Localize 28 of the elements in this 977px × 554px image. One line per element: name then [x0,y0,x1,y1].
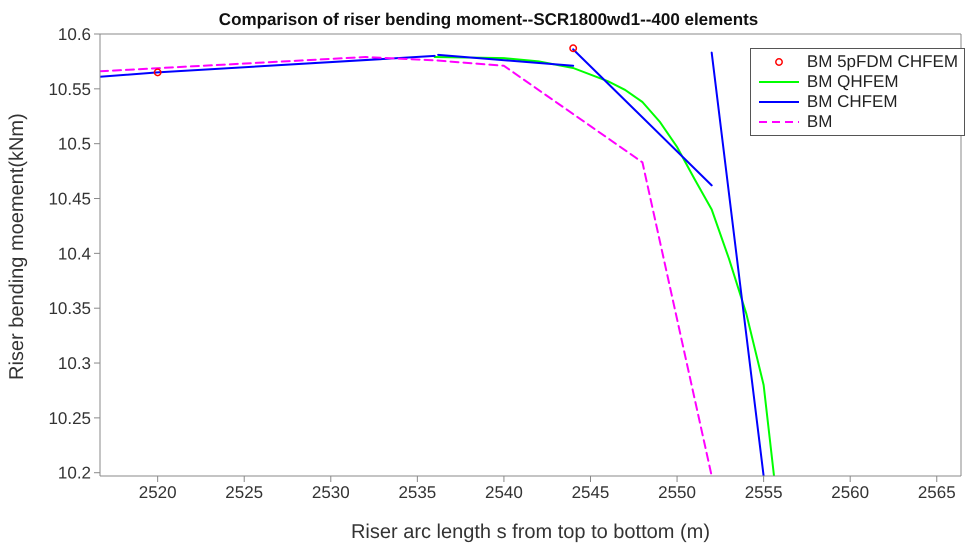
x-tick-label: 2545 [572,483,610,502]
x-tick-label: 2530 [312,483,350,502]
x-tick-label: 2540 [485,483,523,502]
legend-label: BM [806,112,832,132]
y-tick-label: 10.5 [58,134,91,154]
y-tick-label: 10.55 [48,80,91,99]
x-tick-label: 2560 [831,483,870,502]
x-tick-label: 2525 [225,483,264,502]
x-axis-title: Riser arc length s from top to bottom (m) [350,521,710,543]
y-tick-label: 10.2 [58,464,91,483]
line-series [434,56,776,476]
x-tick-label: 2520 [138,483,177,502]
y-tick-label: 10.45 [48,190,91,209]
legend-label: BM CHFEM [806,92,898,112]
x-tick-label: 2565 [918,483,956,502]
y-tick-label: 10.6 [58,25,91,44]
y-tick-label: 10.4 [58,244,91,264]
x-tick-label: 2535 [398,483,436,502]
x-tick-label: 2550 [658,483,696,502]
x-tick-label: 2555 [744,483,783,502]
legend-label: BM QHFEM [806,72,898,92]
line-series [100,56,713,476]
chart-title: Comparison of riser bending moment--SCR1800wd1--400 elements [218,10,758,29]
y-tick-label: 10.35 [48,299,91,318]
y-axis-title: Riser bending moement(kNm) [6,113,28,380]
legend-label: BM 5pFDM CHFEM [806,52,958,72]
y-tick-label: 10.3 [58,354,91,374]
y-tick-label: 10.25 [48,408,91,428]
